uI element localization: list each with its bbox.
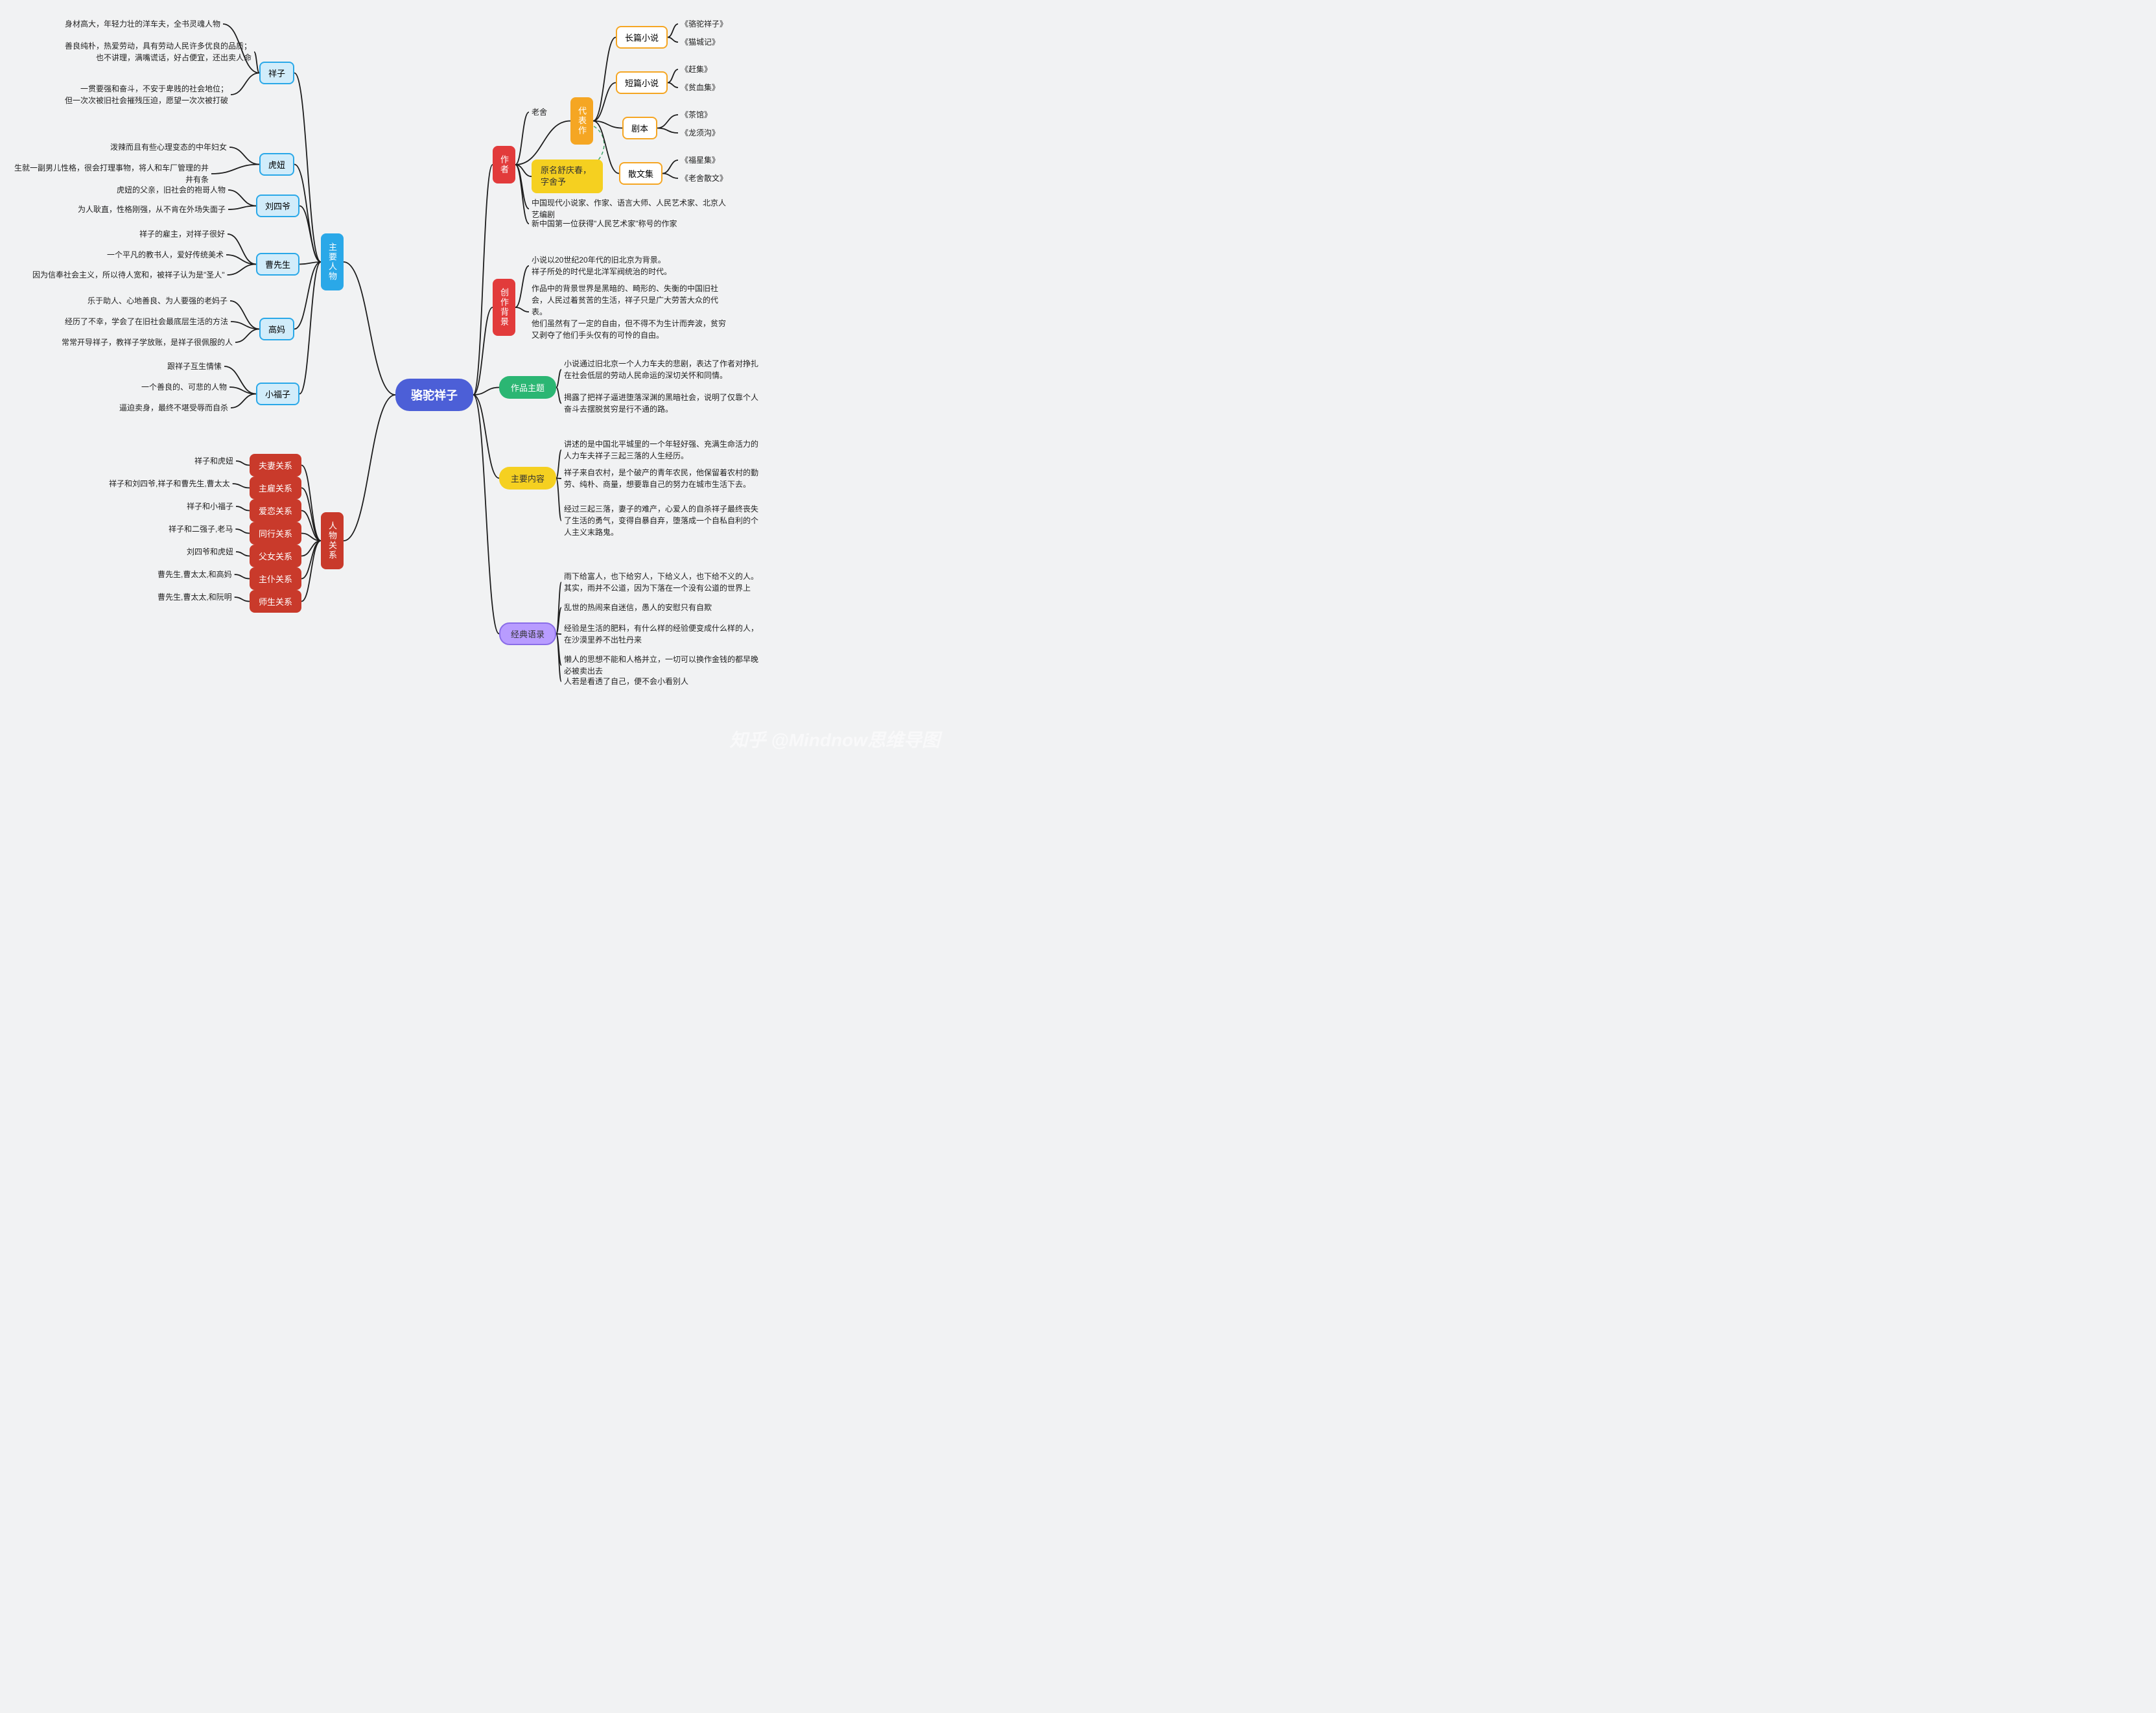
mindmap-node[interactable]: 骆驼祥子 [395,379,473,411]
mindmap-leaf: 因为信奉社会主义，所以待人宽和，被祥子认为是"圣人" [32,269,225,281]
mindmap-leaf: 祥子和虎妞 [194,455,233,467]
mindmap-leaf: 祥子和小福子 [187,501,233,512]
mindmap-leaf: 祥子和刘四爷,祥子和曹先生,曹太太 [109,478,230,490]
mindmap-node[interactable]: 短篇小说 [616,71,668,94]
mindmap-node[interactable]: 创作背景 [493,279,515,336]
mindmap-leaf: 中国现代小说家、作家、语言大师、人民艺术家、北京人艺编剧 [532,197,732,220]
mindmap-leaf: 《龙须沟》 [681,127,720,139]
mindmap-leaf: 乱世的热闹来自迷信，愚人的安慰只有自欺 [564,602,712,613]
mindmap-leaf: 小说以20世纪20年代的旧北京为背景。祥子所处的时代是北洋军阀统治的时代。 [532,254,672,278]
mindmap-leaf: 一个善良的、可悲的人物 [141,381,227,393]
mindmap-leaf: 为人耿直，性格刚强，从不肯在外场失面子 [78,204,226,215]
mindmap-leaf: 《贫血集》 [681,82,720,93]
mindmap-node[interactable]: 虎妞 [259,153,294,176]
mindmap-node[interactable]: 经典语录 [499,622,556,645]
mindmap-leaf: 经过三起三落，妻子的难产，心爱人的自杀祥子最终丧失了生活的勇气，变得自暴自弃，堕… [564,503,765,538]
mindmap-node[interactable]: 爱恋关系 [250,499,301,522]
mindmap-leaf: 新中国第一位获得"人民艺术家"称号的作家 [532,218,677,230]
mindmap-leaf: 乐于助人、心地善良、为人要强的老妈子 [88,295,228,307]
mindmap-node[interactable]: 同行关系 [250,522,301,545]
mindmap-leaf: 人若是看透了自己，便不会小看别人 [564,676,688,687]
mindmap-node[interactable]: 主仆关系 [250,567,301,590]
mindmap-leaf: 曹先生,曹太太,和阮明 [158,591,232,603]
mindmap-node[interactable]: 作品主题 [499,376,556,399]
watermark: 知乎 @Mindnow思维导图 [730,726,940,752]
mindmap-node[interactable]: 剧本 [622,117,657,139]
mindmap-leaf: 祥子来自农村，是个破产的青年农民，他保留着农村的勤劳、纯朴、商量，想要靠自己的努… [564,467,765,490]
mindmap-leaf: 生就一副男儿性格，很会打理事物，将人和车厂管理的井井有条 [8,162,209,185]
mindmap-leaf: 雨下给富人，也下给穷人，下给义人，也下给不义的人。其实，雨并不公道，因为下落在一… [564,571,765,594]
mindmap-node[interactable]: 夫妻关系 [250,454,301,477]
mindmap-leaf: 跟祥子互生情愫 [167,360,222,372]
mindmap-node[interactable]: 高妈 [259,318,294,340]
mindmap-leaf: 《骆驼祥子》 [681,18,727,30]
mindmap-leaf: 身材高大，年轻力壮的洋车夫，全书灵魂人物 [65,18,220,30]
mindmap-leaf: 泼辣而且有些心理变态的中年妇女 [110,141,227,153]
mindmap-node[interactable]: 长篇小说 [616,26,668,49]
mindmap-node[interactable]: 祥子 [259,62,294,84]
mindmap-node[interactable]: 散文集 [619,162,662,185]
mindmap-leaf: 揭露了把祥子逼进堕落深渊的黑暗社会，说明了仅靠个人奋斗去摆脱贫穷是行不通的路。 [564,392,765,415]
mindmap-leaf: 祥子和二强子,老马 [169,523,233,535]
mindmap-leaf: 小说通过旧北京一个人力车夫的悲剧，表达了作者对挣扎在社会低层的劳动人民命运的深切… [564,358,765,381]
mindmap-leaf: 一个平凡的教书人，爱好传统美术 [107,249,224,261]
mindmap-leaf: 经验是生活的肥料，有什么样的经验便变成什么样的人，在沙漠里养不出牡丹来 [564,622,765,646]
mindmap-leaf: 讲述的是中国北平城里的一个年轻好强、充满生命活力的人力车夫祥子三起三落的人生经历… [564,438,765,462]
mindmap-node[interactable]: 主要人物 [321,233,344,290]
mindmap-node[interactable]: 父女关系 [250,545,301,567]
mindmap-leaf: 虎妞的父亲，旧社会的袍哥人物 [117,184,226,196]
mindmap-leaf: 经历了不幸，学会了在旧社会最底层生活的方法 [65,316,228,327]
mindmap-node[interactable]: 曹先生 [256,253,299,276]
mindmap-leaf: 善良纯朴，热爱劳动，具有劳动人民许多优良的品质；也不讲理，满嘴谎话，好占便宜，还… [65,40,252,64]
mindmap-node[interactable]: 作者 [493,146,515,183]
mindmap-leaf: 老舍 [532,106,547,118]
mindmap-node[interactable]: 小福子 [256,383,299,405]
mindmap-leaf: 逼迫卖身，最终不堪受辱而自杀 [119,402,228,414]
mindmap-node[interactable]: 师生关系 [250,590,301,613]
mindmap-node[interactable]: 代表作 [570,97,593,145]
mindmap-node[interactable]: 刘四爷 [256,195,299,217]
mindmap-node[interactable]: 人物关系 [321,512,344,569]
mindmap-leaf: 《茶馆》 [681,109,712,121]
mindmap-leaf: 作品中的背景世界是黑暗的、畸形的、失衡的中国旧社会，人民过着贫苦的生活，祥子只是… [532,283,732,341]
mindmap-leaf: 祥子的雇主，对祥子很好 [139,228,225,240]
mindmap-leaf: 刘四爷和虎妞 [187,546,233,558]
mindmap-node[interactable]: 主要内容 [499,467,556,490]
mindmap-leaf: 曹先生,曹太太,和高妈 [158,569,232,580]
mindmap-leaf: 《猫城记》 [681,36,720,48]
mindmap-leaf: 《老舍散文》 [681,172,727,184]
mindmap-leaf: 懒人的思想不能和人格并立，一切可以换作金钱的都早晚必被卖出去 [564,654,765,677]
mindmap-leaf: 《赶集》 [681,64,712,75]
mindmap-leaf: 常常开导祥子，教祥子学放账，是祥子很佩服的人 [62,337,233,348]
mindmap-node[interactable]: 原名舒庆春， 字舍予 [532,159,603,193]
mindmap-leaf: 一贯要强和奋斗，不安于卑贱的社会地位；但一次次被旧社会摧残压迫，愿望一次次被打破 [65,83,228,106]
mindmap-leaf: 《福星集》 [681,154,720,166]
mindmap-node[interactable]: 主雇关系 [250,477,301,499]
